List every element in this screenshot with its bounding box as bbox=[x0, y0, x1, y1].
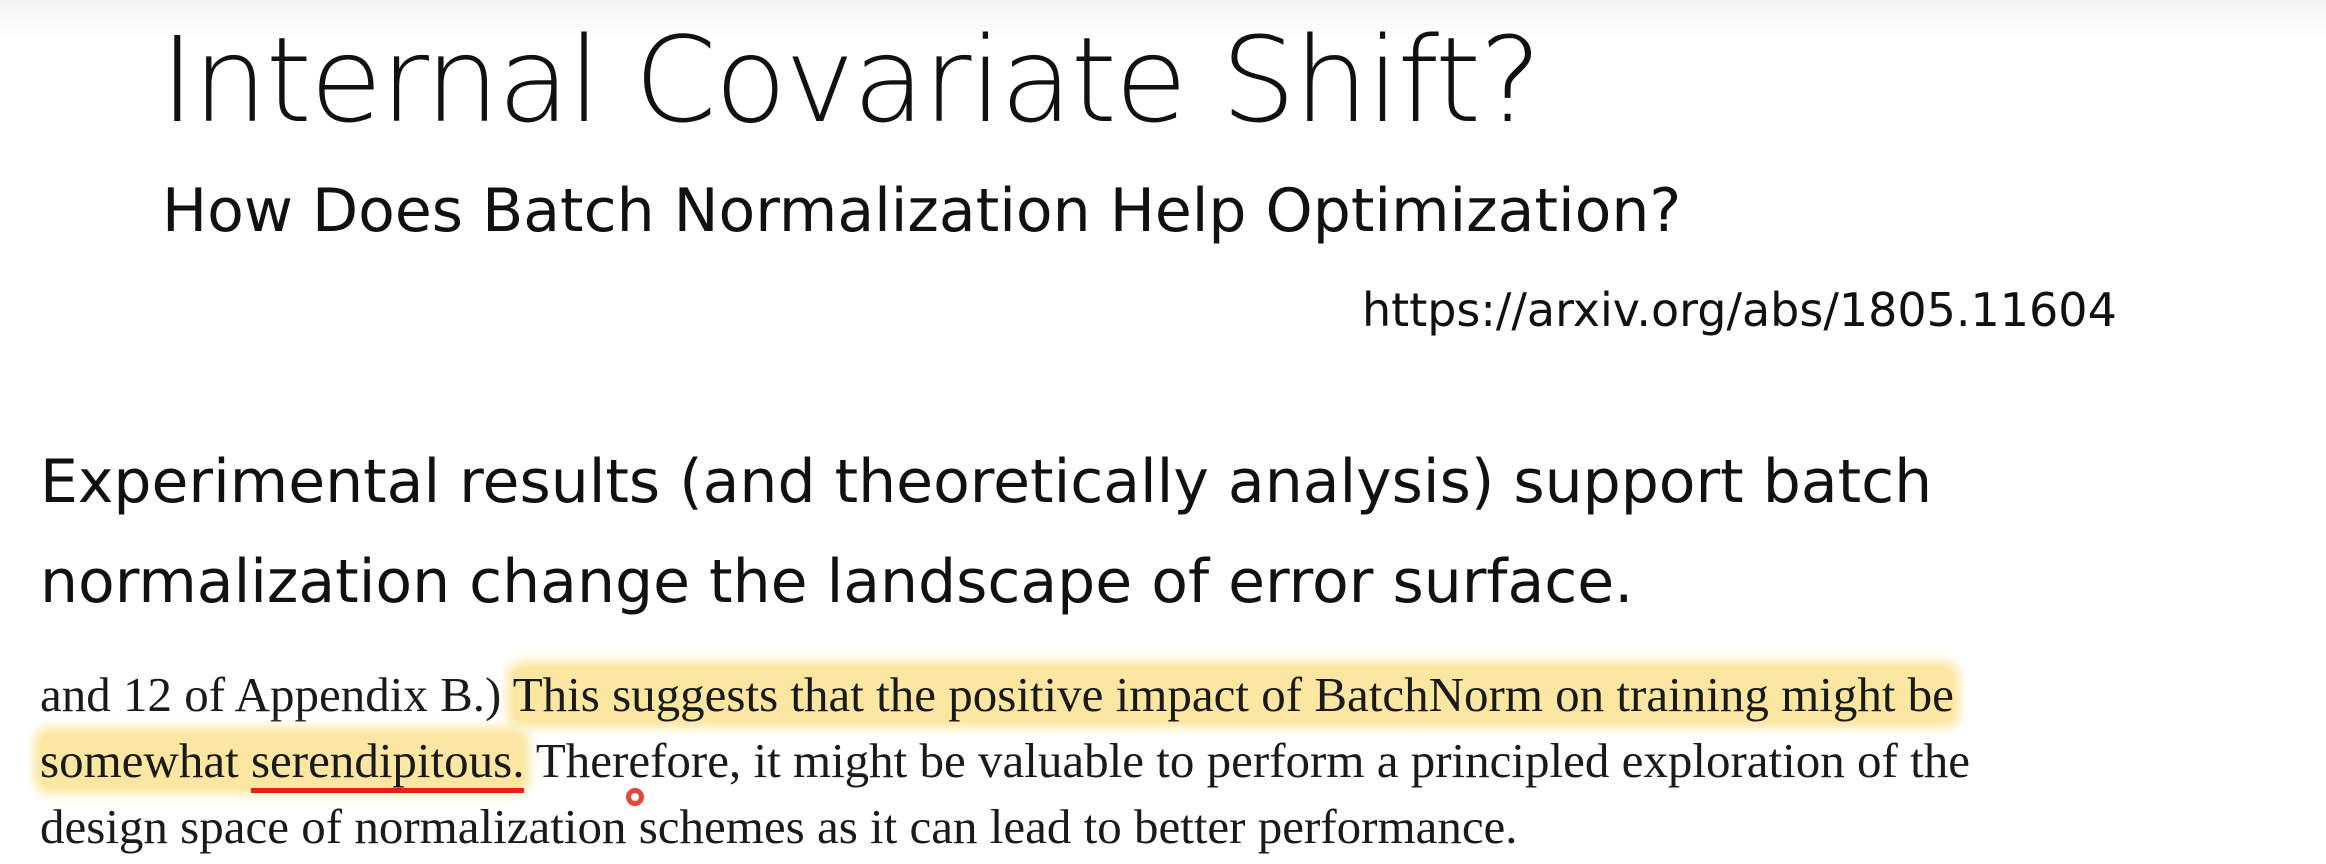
slide-title: Internal Covariate Shift? bbox=[160, 11, 1542, 149]
excerpt-line-1: and 12 of Appendix B.) This suggests tha… bbox=[40, 662, 2320, 728]
paper-url[interactable]: https://arxiv.org/abs/1805.11604 bbox=[1362, 283, 2117, 337]
statement-line-2: normalization change the landscape of er… bbox=[40, 547, 1634, 617]
slide-subtitle: How Does Batch Normalization Help Optimi… bbox=[162, 176, 1682, 246]
underlined-word: serendipitous. bbox=[250, 733, 525, 793]
excerpt-highlight: somewhat serendipitous. bbox=[40, 733, 525, 793]
paper-excerpt: and 12 of Appendix B.) This suggests tha… bbox=[40, 662, 2320, 860]
slide-statement: Experimental results (and theoretically … bbox=[40, 432, 2240, 632]
excerpt-line-3: design space of normalization schemes as… bbox=[40, 799, 1518, 854]
statement-line-1: Experimental results (and theoretically … bbox=[40, 447, 1933, 517]
red-pointer-icon bbox=[626, 788, 644, 806]
excerpt-plain-text: and 12 of Appendix B.) bbox=[40, 667, 513, 722]
excerpt-line-2: somewhat serendipitous. Therefore, it mi… bbox=[40, 728, 2320, 794]
excerpt-highlight-text: somewhat bbox=[40, 733, 251, 788]
excerpt-plain-text: Therefore, it might be valuable to perfo… bbox=[524, 733, 1970, 788]
excerpt-highlight: This suggests that the positive impact o… bbox=[512, 667, 1954, 722]
